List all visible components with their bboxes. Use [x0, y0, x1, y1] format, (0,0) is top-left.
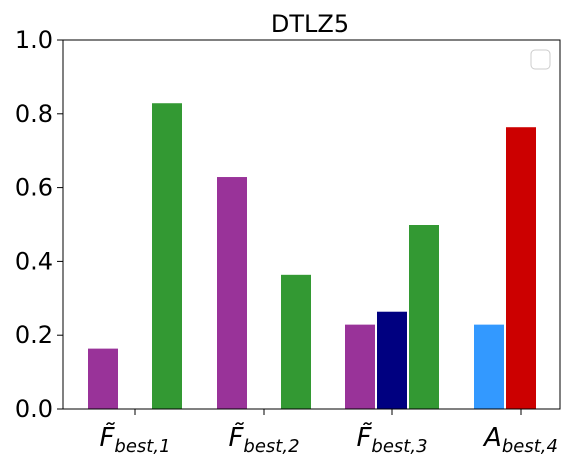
bar-0-0: [87, 347, 119, 410]
plot-frame: [62, 39, 561, 410]
chart-title: DTLZ5: [271, 10, 349, 38]
y-tick-label: 0.0: [15, 395, 53, 423]
y-tick-label: 0.4: [15, 247, 53, 275]
bar-3-0: [473, 323, 505, 410]
x-axis: F̃best,1 F̃best,2 F̃best,3 Abest,4: [99, 409, 558, 457]
bar-1-2: [280, 273, 312, 410]
x-tick-label: F̃best,3: [356, 421, 427, 457]
x-tick-label: F̃best,2: [228, 421, 299, 457]
bars-layer: [87, 102, 537, 410]
y-tick-label: 0.8: [15, 100, 53, 128]
y-axis: 0.0 0.2 0.4 0.6 0.8 1.0: [15, 26, 63, 423]
x-tick-label: Abest,4: [482, 423, 558, 457]
bar-2-2: [408, 224, 440, 410]
y-tick-label: 0.2: [15, 321, 53, 349]
x-tick-label: F̃best,1: [99, 421, 170, 457]
y-tick-label: 0.6: [15, 174, 53, 202]
bar-1-0: [216, 176, 248, 410]
bar-0-2: [151, 102, 183, 410]
bar-3-1: [505, 126, 537, 410]
y-tick-label: 1.0: [15, 26, 53, 54]
bar-2-1: [376, 310, 408, 410]
bar-2-0: [344, 323, 376, 410]
legend-box: [530, 49, 551, 70]
